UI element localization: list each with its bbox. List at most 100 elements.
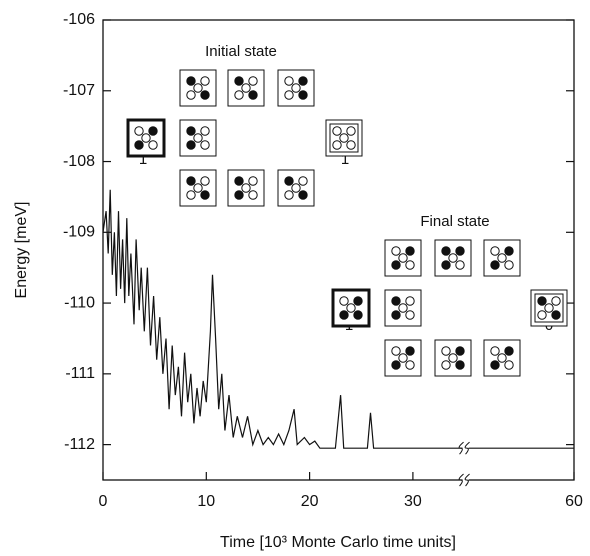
site <box>200 140 210 150</box>
y-tick-label: -108 <box>63 153 95 170</box>
site <box>405 260 415 270</box>
config-frame-inner <box>534 293 564 323</box>
site <box>448 353 458 363</box>
site <box>497 353 507 363</box>
y-tick-label: -107 <box>63 82 95 99</box>
site <box>332 140 342 150</box>
site <box>332 126 342 136</box>
annotation: Final state <box>420 213 489 230</box>
site <box>200 90 210 100</box>
site <box>504 260 514 270</box>
site <box>148 126 158 136</box>
site <box>504 346 514 356</box>
site <box>298 176 308 186</box>
site <box>398 253 408 263</box>
site <box>241 183 251 193</box>
site <box>490 360 500 370</box>
site <box>398 303 408 313</box>
axis-break <box>458 441 464 455</box>
site <box>148 140 158 150</box>
x-tick-label: 0 <box>99 493 108 510</box>
site <box>448 253 458 263</box>
y-tick-label: -109 <box>63 224 95 241</box>
annotation: 1 <box>139 151 147 168</box>
site <box>391 360 401 370</box>
config-box <box>384 339 422 377</box>
site <box>200 176 210 186</box>
site <box>248 190 258 200</box>
site <box>441 260 451 270</box>
site <box>398 353 408 363</box>
site <box>346 140 356 150</box>
x-tick-label: 60 <box>565 493 583 510</box>
axis-break <box>464 441 470 455</box>
site <box>537 296 547 306</box>
site <box>234 90 244 100</box>
site <box>497 253 507 263</box>
site <box>284 90 294 100</box>
site <box>391 296 401 306</box>
site <box>405 310 415 320</box>
config-box <box>483 239 521 277</box>
y-tick-label: -106 <box>63 11 95 28</box>
site <box>193 83 203 93</box>
x-tick-label: 10 <box>197 493 215 510</box>
site <box>186 140 196 150</box>
site <box>186 76 196 86</box>
site <box>504 360 514 370</box>
config-frame-inner <box>329 123 359 153</box>
site <box>248 90 258 100</box>
config-box <box>325 119 363 157</box>
site <box>544 303 554 313</box>
config-box <box>227 69 265 107</box>
site <box>353 296 363 306</box>
annotation: 1 <box>341 151 349 168</box>
site <box>200 126 210 136</box>
site <box>504 246 514 256</box>
config-box <box>384 239 422 277</box>
site <box>490 246 500 256</box>
site <box>291 83 301 93</box>
axis-break <box>464 473 470 487</box>
y-tick-label: -111 <box>65 365 95 382</box>
x-axis-label: Time [10³ Monte Carlo time units] <box>220 534 456 551</box>
site <box>455 260 465 270</box>
config-box <box>179 119 217 157</box>
site <box>298 90 308 100</box>
site <box>141 133 151 143</box>
site <box>441 346 451 356</box>
config-box <box>434 339 472 377</box>
site <box>186 176 196 186</box>
config-box <box>483 339 521 377</box>
site <box>234 76 244 86</box>
site <box>346 303 356 313</box>
site <box>551 310 561 320</box>
site <box>298 190 308 200</box>
y-tick-label: -112 <box>64 436 95 453</box>
site <box>200 76 210 86</box>
site <box>353 310 363 320</box>
site <box>284 176 294 186</box>
line <box>102 189 574 449</box>
site <box>193 183 203 193</box>
site <box>490 260 500 270</box>
site <box>234 190 244 200</box>
config-box <box>331 288 371 328</box>
site <box>405 346 415 356</box>
x-tick-label: 20 <box>301 493 319 510</box>
site <box>186 90 196 100</box>
config-box <box>126 118 166 158</box>
site <box>391 246 401 256</box>
site <box>391 260 401 270</box>
site <box>284 190 294 200</box>
site <box>193 133 203 143</box>
site <box>391 310 401 320</box>
config-box <box>530 289 568 327</box>
axis-break <box>458 473 464 487</box>
site <box>241 83 251 93</box>
config-box <box>179 169 217 207</box>
site <box>248 76 258 86</box>
site <box>391 346 401 356</box>
site <box>490 346 500 356</box>
